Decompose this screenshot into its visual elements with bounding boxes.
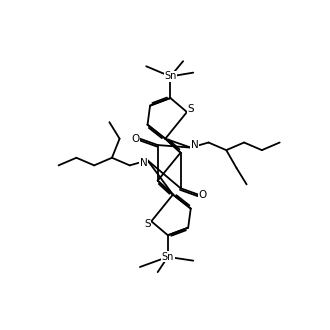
Text: S: S	[187, 105, 194, 115]
Text: Sn: Sn	[164, 71, 177, 82]
Text: O: O	[199, 190, 207, 200]
Text: N: N	[191, 140, 198, 150]
Text: Sn: Sn	[162, 252, 174, 262]
Text: O: O	[131, 134, 140, 144]
Text: S: S	[144, 219, 151, 229]
Text: N: N	[140, 158, 148, 168]
